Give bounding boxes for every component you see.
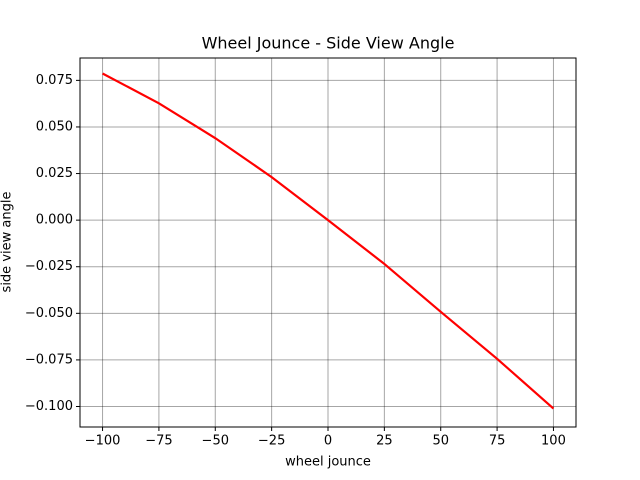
- chart-title: Wheel Jounce - Side View Angle: [202, 34, 455, 53]
- data-line: [102, 72, 555, 410]
- x-tick-label: 0: [324, 434, 332, 449]
- x-tick-label: 75: [489, 434, 506, 449]
- x-tick-label: −100: [85, 434, 121, 449]
- y-tick-label: 0.075: [36, 73, 73, 88]
- y-tick-label: 0.000: [36, 213, 73, 228]
- plot-frame: [79, 57, 577, 428]
- y-axis-label: side view angle: [0, 192, 15, 293]
- y-tick-label: 0.025: [36, 166, 73, 181]
- x-tick-label: 25: [376, 434, 393, 449]
- x-tick-label: −75: [145, 434, 172, 449]
- x-tick-label: 100: [541, 434, 566, 449]
- y-tick-label: −0.025: [25, 259, 73, 274]
- x-tick-label: −50: [202, 434, 229, 449]
- y-tick-label: 0.050: [36, 119, 73, 134]
- y-tick-label: −0.075: [25, 352, 73, 367]
- y-tick-label: −0.050: [25, 306, 73, 321]
- y-tick-label: −0.100: [25, 399, 73, 414]
- x-tick-label: −25: [258, 434, 285, 449]
- x-tick-label: 50: [432, 434, 449, 449]
- x-axis-label: wheel jounce: [285, 455, 371, 470]
